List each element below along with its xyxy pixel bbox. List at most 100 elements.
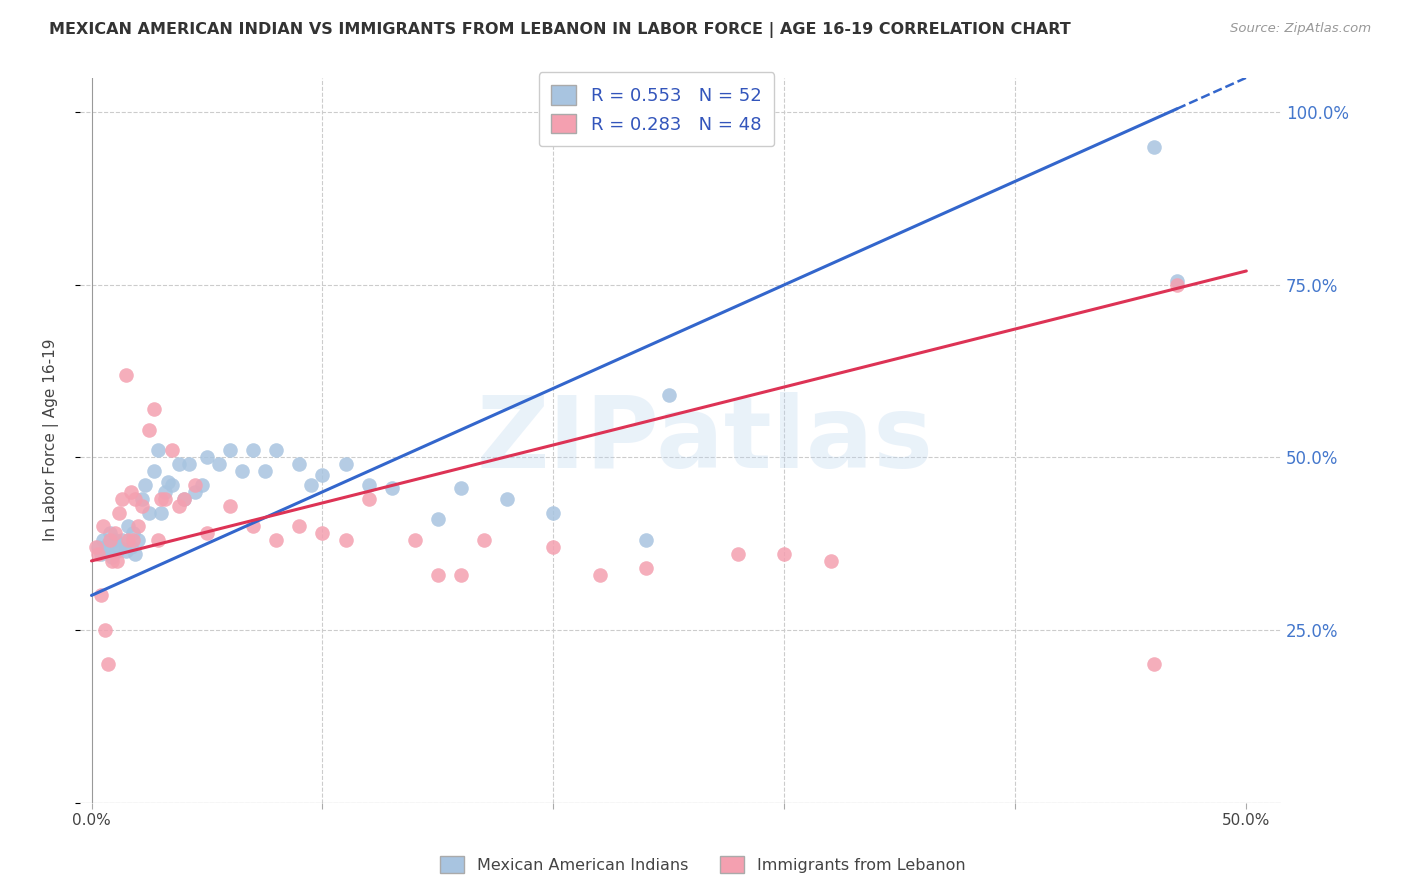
Text: ZIPatlas: ZIPatlas [477,392,934,489]
Point [191,478,214,492]
Point [84,540,107,554]
Point [117,533,139,548]
Point [124,547,146,561]
Point [91,533,114,548]
Point [195,450,218,465]
Point [138,423,160,437]
Point [219,443,242,458]
Point [1166,274,1188,288]
Point [195,526,218,541]
Point [98,533,121,548]
Point [124,491,146,506]
Point [131,499,153,513]
Point [131,491,153,506]
Point [773,547,796,561]
Point [148,443,170,458]
Point [1143,139,1166,153]
Point [634,561,657,575]
Point [115,368,138,382]
Point [299,478,322,492]
Point [588,567,610,582]
Point [122,533,145,548]
Point [117,519,139,533]
Y-axis label: In Labor Force | Age 16-19: In Labor Force | Age 16-19 [44,339,59,541]
Point [219,499,242,513]
Point [108,506,131,520]
Point [105,554,128,568]
Point [115,543,138,558]
Point [127,519,149,533]
Point [177,457,200,471]
Point [122,526,145,541]
Point [543,506,565,520]
Point [120,484,142,499]
Point [253,464,276,478]
Point [207,457,229,471]
Point [94,623,117,637]
Point [311,467,333,482]
Point [426,512,449,526]
Point [104,526,127,541]
Point [173,491,195,506]
Point [162,443,184,458]
Point [97,536,120,550]
Point [110,491,132,506]
Point [87,547,110,561]
Point [97,657,120,672]
Point [357,491,380,506]
Point [98,526,121,541]
Point [108,540,131,554]
Point [148,533,170,548]
Point [142,464,165,478]
Point [404,533,426,548]
Point [127,533,149,548]
Point [357,478,380,492]
Point [120,540,142,554]
Point [288,457,311,471]
Point [820,554,842,568]
Point [169,457,191,471]
Point [184,478,207,492]
Point [91,519,114,533]
Point [727,547,749,561]
Point [288,519,311,533]
Point [156,475,179,489]
Point [264,533,287,548]
Point [426,567,449,582]
Point [381,482,404,496]
Point [155,491,177,506]
Point [142,402,165,417]
Point [87,540,110,554]
Point [90,547,112,561]
Point [335,457,357,471]
Point [101,550,124,565]
Point [264,443,287,458]
Point [94,543,117,558]
Point [658,388,681,402]
Point [110,533,132,548]
Point [231,464,253,478]
Point [634,533,657,548]
Point [450,567,472,582]
Point [472,533,495,548]
Point [184,484,207,499]
Point [543,540,565,554]
Point [155,484,177,499]
Point [242,443,264,458]
Point [1166,277,1188,292]
Point [311,526,333,541]
Point [104,533,127,548]
Text: MEXICAN AMERICAN INDIAN VS IMMIGRANTS FROM LEBANON IN LABOR FORCE | AGE 16-19 CO: MEXICAN AMERICAN INDIAN VS IMMIGRANTS FR… [49,22,1071,38]
Point [149,506,172,520]
Point [242,519,264,533]
Text: Source: ZipAtlas.com: Source: ZipAtlas.com [1230,22,1371,36]
Legend: R = 0.553   N = 52, R = 0.283   N = 48: R = 0.553 N = 52, R = 0.283 N = 48 [538,72,775,146]
Point [169,499,191,513]
Point [101,554,124,568]
Point [335,533,357,548]
Point [149,491,172,506]
Point [496,491,519,506]
Point [90,589,112,603]
Point [138,506,160,520]
Point [450,482,472,496]
